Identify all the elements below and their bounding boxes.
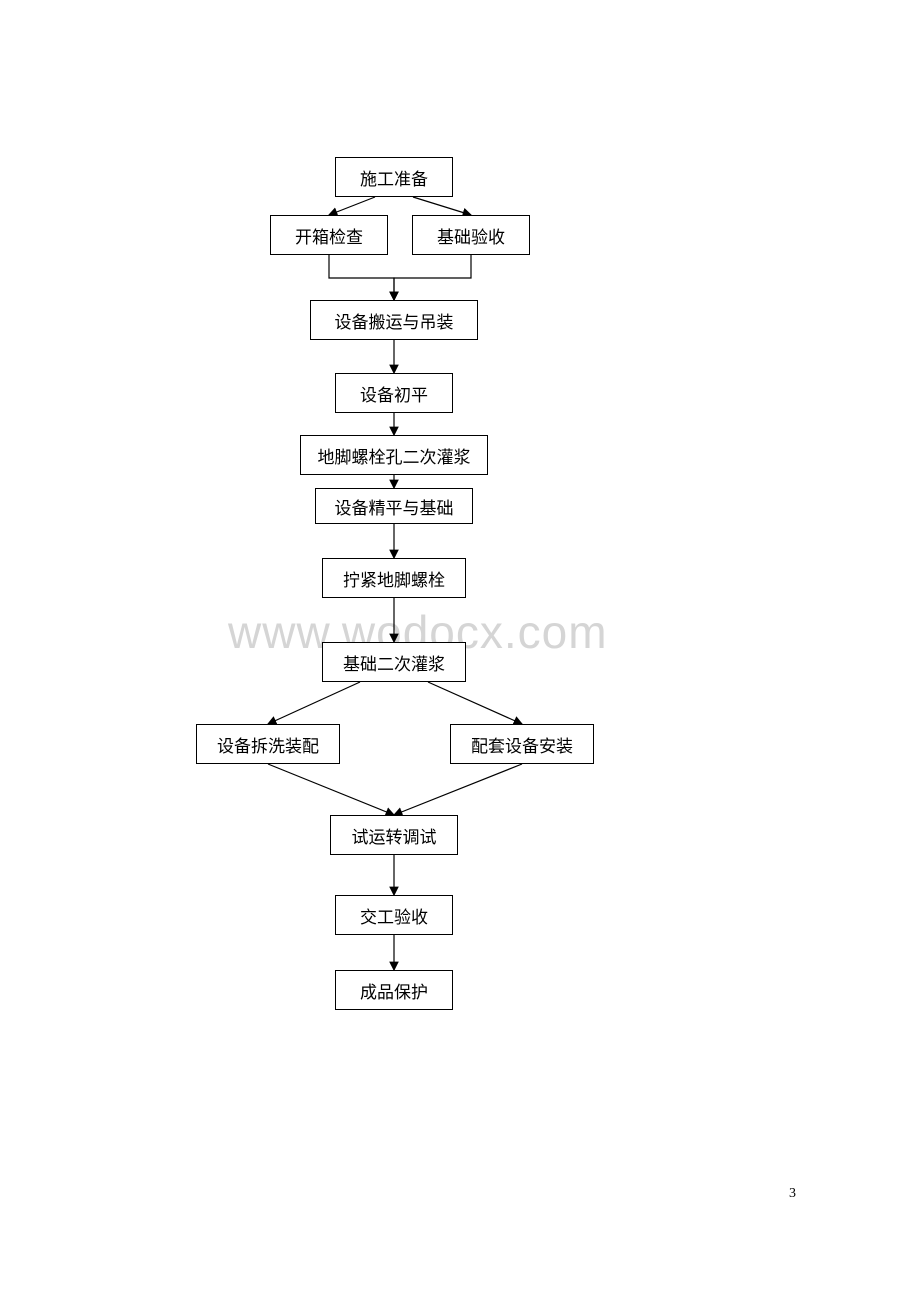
flowchart-node-n9a: 设备拆洗装配 [196, 724, 340, 764]
flowchart-node-label: 开箱检查 [295, 223, 363, 248]
flowchart-node-label: 设备初平 [360, 381, 428, 406]
flowchart-node-n1: 施工准备 [335, 157, 453, 197]
flowchart-edge [394, 255, 471, 300]
flowchart-node-label: 拧紧地脚螺栓 [343, 566, 445, 591]
flowchart-node-label: 设备搬运与吊装 [335, 308, 454, 333]
flowchart-node-n2a: 开箱检查 [270, 215, 388, 255]
flowchart-node-n5: 地脚螺栓孔二次灌浆 [300, 435, 488, 475]
flowchart-node-n10: 试运转调试 [330, 815, 458, 855]
flowchart-node-label: 设备精平与基础 [335, 494, 454, 519]
flowchart-node-label: 基础验收 [437, 223, 505, 248]
flowchart-node-n12: 成品保护 [335, 970, 453, 1010]
flowchart-node-n3: 设备搬运与吊装 [310, 300, 478, 340]
flowchart-node-label: 成品保护 [360, 978, 428, 1003]
flowchart-node-n2b: 基础验收 [412, 215, 530, 255]
flowchart-node-label: 交工验收 [360, 903, 428, 928]
flowchart-node-label: 地脚螺栓孔二次灌浆 [318, 443, 471, 468]
flowchart-node-n9b: 配套设备安装 [450, 724, 594, 764]
flowchart-edge [329, 255, 394, 300]
flowchart-edge [268, 682, 360, 724]
flowchart-node-n11: 交工验收 [335, 895, 453, 935]
flowchart-edge [413, 197, 471, 215]
page-number: 3 [789, 1186, 796, 1202]
flowchart-edge [268, 764, 394, 815]
flowchart-edge [428, 682, 522, 724]
flowchart-node-label: 试运转调试 [352, 823, 437, 848]
flowchart-node-n4: 设备初平 [335, 373, 453, 413]
flowchart-node-n8: 基础二次灌浆 [322, 642, 466, 682]
flowchart-node-n6: 设备精平与基础 [315, 488, 473, 524]
flowchart-node-label: 配套设备安装 [471, 732, 573, 757]
flowchart-edge [329, 197, 375, 215]
flowchart-node-label: 基础二次灌浆 [343, 650, 445, 675]
flowchart-node-n7: 拧紧地脚螺栓 [322, 558, 466, 598]
flowchart-node-label: 施工准备 [360, 165, 428, 190]
flowchart-node-label: 设备拆洗装配 [217, 732, 319, 757]
flowchart-edge [394, 764, 522, 815]
